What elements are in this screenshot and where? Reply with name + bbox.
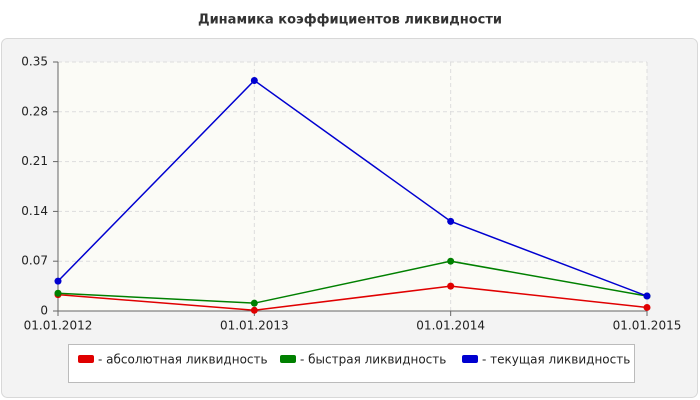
y-tick-label: 0.21 [21, 154, 48, 168]
legend [68, 344, 635, 383]
x-tick-label: 01.01.2013 [220, 319, 289, 333]
y-tick-label: 0.35 [21, 55, 48, 69]
legend-swatch [462, 355, 478, 363]
plot-area [58, 62, 647, 311]
legend-swatch [78, 355, 94, 363]
data-point [447, 217, 455, 225]
data-point [643, 292, 651, 300]
data-point [643, 303, 651, 311]
data-point [447, 282, 455, 290]
legend-label: - абсолютная ликвидность [98, 353, 268, 367]
data-point [250, 76, 258, 84]
data-point [447, 257, 455, 265]
x-tick-label: 01.01.2012 [24, 319, 93, 333]
legend-label: - быстрая ликвидность [300, 353, 446, 367]
series-line [57, 285, 648, 312]
series-line [57, 260, 648, 304]
data-point [54, 289, 62, 297]
legend-label: - текущая ликвидность [482, 353, 630, 367]
data-point [54, 277, 62, 285]
chart-title: Динамика коэффициентов ликвидности [198, 13, 502, 28]
y-tick-label: 0.07 [21, 254, 48, 268]
y-tick-label: 0.28 [21, 104, 48, 118]
data-point [250, 299, 258, 307]
y-tick-label: 0 [40, 304, 48, 318]
x-tick-label: 01.01.2015 [613, 319, 682, 333]
series-line [57, 79, 648, 297]
x-tick-label: 01.01.2014 [416, 319, 485, 333]
data-point [250, 306, 258, 314]
legend-swatch [280, 355, 296, 363]
y-tick-label: 0.14 [21, 204, 48, 218]
